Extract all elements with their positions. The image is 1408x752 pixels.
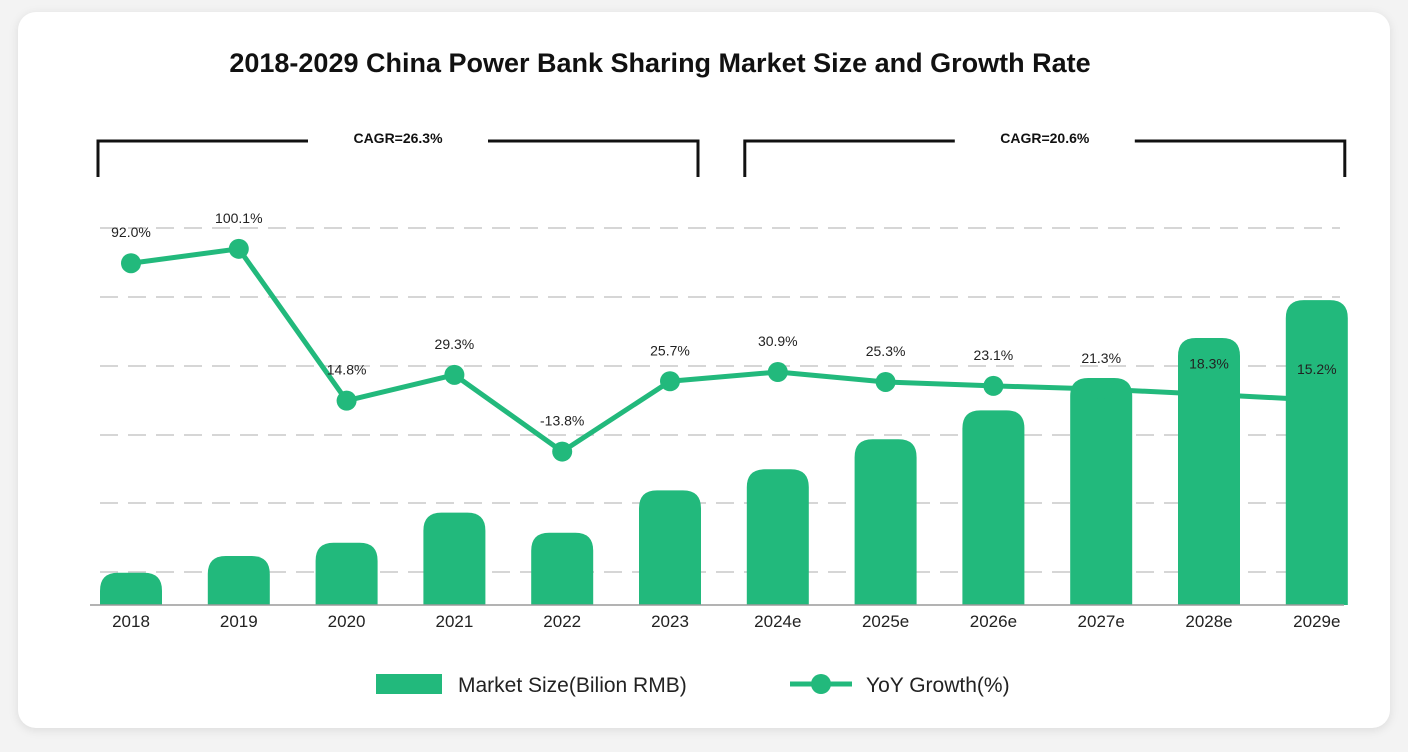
yoy-label-2024e: 30.9% xyxy=(758,333,798,349)
x-tick-2024e: 2024e xyxy=(754,612,801,631)
yoy-label-2021: 29.3% xyxy=(435,336,475,352)
legend-swatch-marker xyxy=(811,674,831,694)
yoy-marker-2026e xyxy=(983,375,1004,396)
x-tick-2026e: 2026e xyxy=(970,612,1017,631)
x-tick-2022: 2022 xyxy=(543,612,581,631)
yoy-marker-2019 xyxy=(228,238,249,259)
yoy-label-2026e: 23.1% xyxy=(974,347,1014,363)
x-tick-2019: 2019 xyxy=(220,612,258,631)
x-tick-2025e: 2025e xyxy=(862,612,909,631)
bar-2024e xyxy=(746,469,809,605)
line-series: 92.0% 100.1% 14.8% 29.3% -13.8% 25.7% 30.9% 25.… xyxy=(111,210,1337,462)
x-tick-2023: 2023 xyxy=(651,612,689,631)
yoy-label-2027e: 21.3% xyxy=(1081,350,1121,366)
cagr-label-1: CAGR=20.6% xyxy=(1000,130,1090,146)
gridlines xyxy=(100,227,1340,573)
bar-2023 xyxy=(639,490,701,605)
chart-title: 2018-2029 China Power Bank Sharing Marke… xyxy=(229,48,1090,78)
yoy-label-2028e: 18.3% xyxy=(1189,355,1229,371)
x-tick-2020: 2020 xyxy=(328,612,366,631)
x-tick-2021: 2021 xyxy=(435,612,473,631)
yoy-marker-2021 xyxy=(444,364,465,385)
cagr-bracket-right-0 xyxy=(488,139,700,177)
yoy-line xyxy=(130,246,1317,455)
bar-2021 xyxy=(423,512,486,605)
legend-label-market-size: Market Size(Bilion RMB) xyxy=(458,674,687,697)
bar-2018 xyxy=(100,572,162,605)
yoy-marker-2027e xyxy=(1091,379,1112,400)
yoy-marker-2020 xyxy=(336,390,357,411)
bar-2028e xyxy=(1178,338,1240,605)
cagr-brackets: CAGR=26.3% CAGR=20.6% xyxy=(96,130,1347,177)
yoy-marker-2029e xyxy=(1306,389,1327,410)
x-tick-2028e: 2028e xyxy=(1185,612,1232,631)
yoy-marker-2023 xyxy=(660,371,680,392)
legend-swatch-bar xyxy=(376,674,442,694)
cagr-bracket-left-1 xyxy=(743,139,955,177)
yoy-label-2018: 92.0% xyxy=(111,224,151,240)
bar-2020 xyxy=(315,542,378,605)
x-tick-2018: 2018 xyxy=(112,612,150,631)
yoy-marker-2028e xyxy=(1199,384,1219,405)
x-tick-2027e: 2027e xyxy=(1078,612,1125,631)
yoy-label-2023: 25.7% xyxy=(650,342,690,358)
legend-label-yoy: YoY Growth(%) xyxy=(866,674,1010,697)
bar-2025e xyxy=(854,439,917,605)
bar-2029e xyxy=(1285,300,1348,605)
x-tick-2029e: 2029e xyxy=(1293,612,1340,631)
cagr-bracket-right-1 xyxy=(1134,139,1347,177)
bar-2026e xyxy=(962,410,1025,605)
bar-2022 xyxy=(531,532,594,605)
yoy-marker-2018 xyxy=(121,253,141,274)
yoy-marker-2024e xyxy=(767,361,788,382)
cagr-bracket-left-0 xyxy=(96,139,308,177)
yoy-label-2025e: 25.3% xyxy=(866,343,906,359)
bar-2027e xyxy=(1070,378,1133,605)
yoy-label-2029e: 15.2% xyxy=(1297,361,1337,377)
legend: Market Size(Bilion RMB) YoY Growth(%) xyxy=(376,674,1010,697)
cagr-label-0: CAGR=26.3% xyxy=(353,130,443,146)
yoy-label-2022: -13.8% xyxy=(540,413,584,429)
chart-card xyxy=(18,12,1390,728)
yoy-marker-2025e xyxy=(875,371,896,392)
bar-2019 xyxy=(207,556,270,605)
bar-series xyxy=(100,300,1348,605)
yoy-label-2019: 100.1% xyxy=(215,210,262,226)
yoy-marker-2022 xyxy=(552,441,573,462)
x-tick-labels: 2018 2019 2020 2021 2022 2023 2024e 2025e 2026e 2… xyxy=(112,612,1340,631)
yoy-label-2020: 14.8% xyxy=(327,362,367,378)
